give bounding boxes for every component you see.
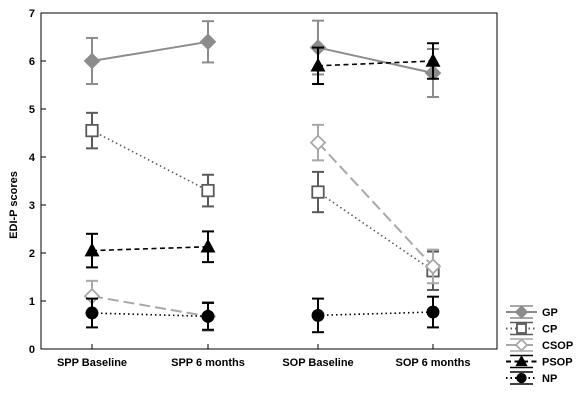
data-point (425, 52, 441, 67)
y-tick-label: 2 (29, 248, 35, 260)
data-point (200, 238, 216, 253)
legend-label: CSOP (542, 340, 573, 352)
y-tick-label: 1 (29, 296, 35, 308)
data-point (85, 123, 99, 138)
data-point (201, 309, 215, 323)
legend-marker (514, 305, 529, 319)
series-line (317, 141, 434, 268)
legend: GP CP CSOP PSOP NP (506, 305, 573, 385)
legend-label: NP (542, 373, 557, 385)
axes: 0 1 2 3 4 5 6 7 SPP Baseline SPP 6 months SOP Base… (29, 8, 498, 369)
series-line (317, 46, 434, 74)
series-line (91, 295, 209, 318)
series-layer (83, 19, 442, 334)
legend-marker (514, 338, 529, 352)
data-point (310, 57, 326, 72)
data-point (199, 33, 217, 51)
data-point (309, 134, 327, 151)
data-point (424, 258, 442, 275)
series-np (85, 295, 440, 334)
legend-entry-csop: CSOP (506, 338, 573, 352)
y-tick-label: 4 (29, 152, 36, 164)
y-tick-label: 6 (29, 56, 35, 68)
legend-entry-cp: CP (506, 321, 557, 336)
series-cp (85, 111, 440, 291)
data-point (311, 308, 325, 322)
data-point (426, 305, 440, 319)
x-tick-label: SPP 6 months (171, 357, 245, 369)
data-point (83, 52, 101, 70)
series-line (317, 191, 434, 272)
legend-marker (516, 372, 527, 384)
plot-frame (40, 12, 498, 350)
y-tick-label: 7 (29, 8, 35, 20)
x-tick-label: SOP 6 months (396, 357, 471, 369)
y-tick-label: 0 (29, 344, 35, 356)
legend-label: GP (542, 307, 558, 319)
series-line (317, 60, 434, 67)
series-psop (84, 42, 441, 269)
series-line (91, 312, 209, 318)
legend-label: CP (542, 324, 557, 336)
series-line (91, 129, 209, 192)
y-axis-title: EDI-P scores (8, 171, 20, 239)
series-line (91, 40, 209, 62)
series-gp (83, 19, 442, 98)
data-point (311, 185, 325, 199)
legend-entry-psop: PSOP (506, 354, 573, 369)
y-tick-label: 5 (29, 104, 35, 116)
x-tick-label: SPP Baseline (57, 357, 127, 369)
data-point (201, 183, 215, 198)
y-tick-label: 3 (29, 200, 35, 212)
legend-entry-gp: GP (506, 305, 558, 319)
x-tick-label: SOP Baseline (282, 357, 353, 369)
legend-entry-np: NP (506, 371, 557, 385)
series-line (91, 245, 209, 252)
legend-marker (515, 354, 528, 367)
series-line (317, 311, 434, 317)
legend-label: PSOP (542, 357, 573, 369)
data-point (84, 242, 100, 257)
legend-marker (516, 323, 527, 334)
data-point (85, 306, 99, 320)
series-csop (83, 123, 442, 332)
